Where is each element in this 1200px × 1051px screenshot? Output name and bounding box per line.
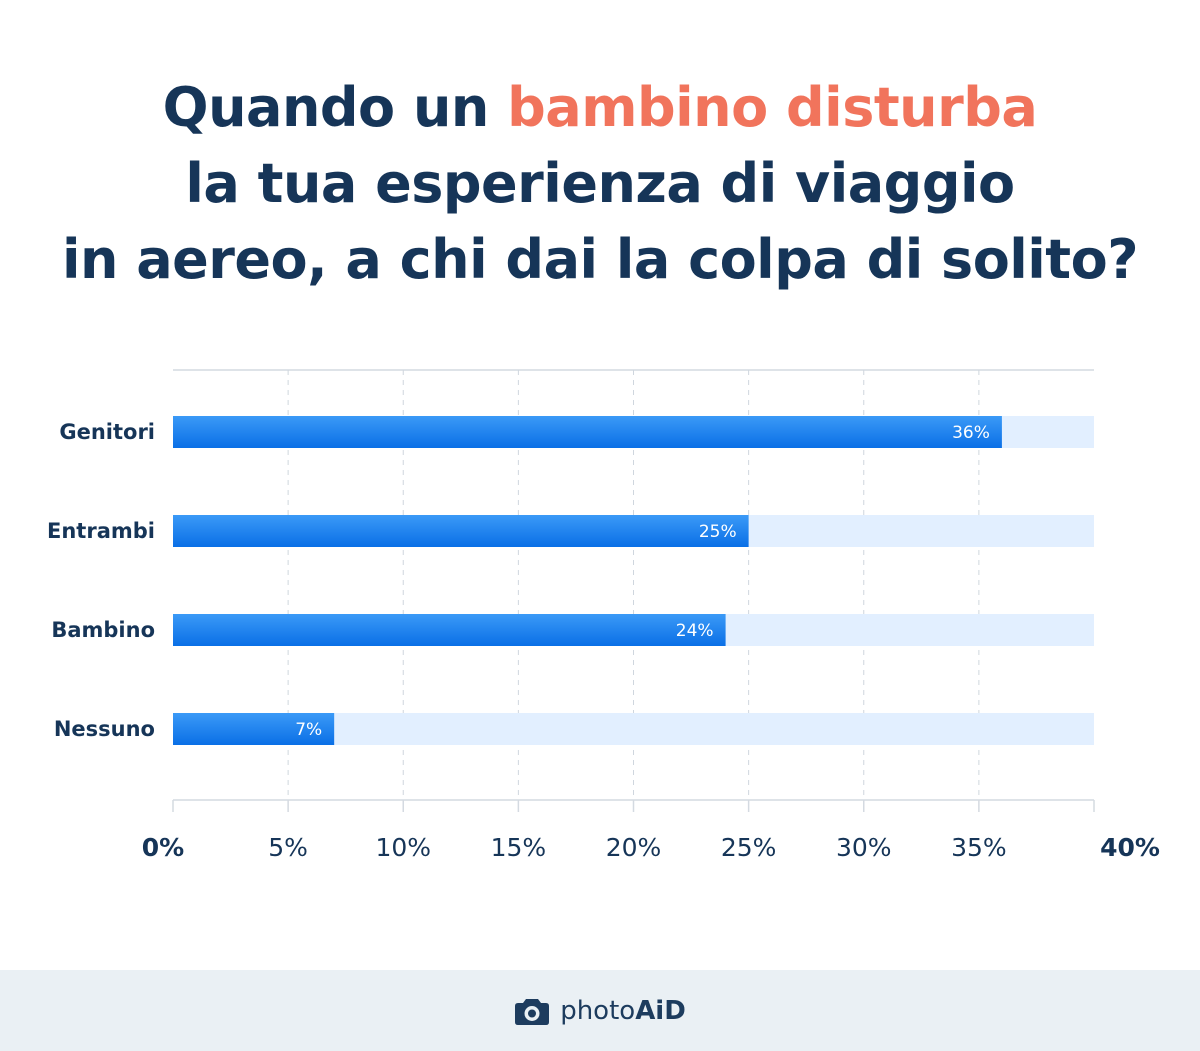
- x-tick-label: 15%: [491, 833, 547, 862]
- x-tick-label: 5%: [268, 833, 308, 862]
- bar-value-label: 25%: [699, 522, 737, 542]
- category-label: Bambino: [51, 618, 155, 642]
- category-label: Nessuno: [54, 717, 155, 741]
- bar-value-label: 24%: [676, 621, 714, 641]
- bar-value-label: 36%: [952, 423, 990, 443]
- title-highlight: bambino disturba: [507, 76, 1038, 139]
- bar: [173, 614, 726, 646]
- x-tick-label: 40%: [1100, 833, 1160, 862]
- bar: [173, 515, 749, 547]
- brand-text-photo: photo: [560, 995, 636, 1026]
- title-line-2: la tua esperienza di viaggio: [185, 152, 1015, 215]
- title-line-1: Quando un bambino disturba: [0, 70, 1200, 146]
- bar-value-label: 7%: [295, 720, 322, 740]
- bar: [173, 713, 335, 745]
- footer: photoAiD: [0, 970, 1200, 1051]
- bar-chart: 0% 5% 10% 15% 20% 25% 30% 35% 40% Genitori 36% Entr…: [47, 369, 1160, 862]
- category-label: Genitori: [59, 420, 155, 444]
- x-tick-label: 10%: [375, 833, 431, 862]
- chart-title: Quando un bambino disturba la tua esperi…: [0, 70, 1200, 298]
- title-part-1: Quando un: [162, 76, 508, 139]
- camera-icon: [515, 998, 550, 1025]
- title-line-3: in aereo, a chi dai la colpa di solito?: [61, 228, 1139, 291]
- bar: [173, 416, 1002, 448]
- x-tick-label: 20%: [606, 833, 662, 862]
- brand-logo: photoAiD: [514, 996, 686, 1026]
- category-label: Entrambi: [47, 519, 155, 543]
- x-tick-label: 25%: [721, 833, 777, 862]
- x-tick-label: 35%: [951, 833, 1007, 862]
- x-tick-label: 30%: [836, 833, 892, 862]
- x-tick-label: 0%: [142, 833, 184, 862]
- brand-text-aid: AiD: [635, 995, 686, 1026]
